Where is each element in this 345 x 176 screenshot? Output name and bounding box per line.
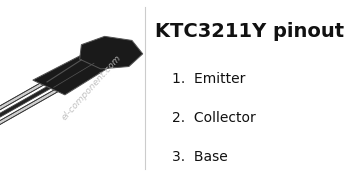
Polygon shape [0,92,58,144]
Text: 3.  Base: 3. Base [172,150,228,164]
Text: 1.  Emitter: 1. Emitter [172,72,246,86]
Polygon shape [33,55,109,95]
Polygon shape [0,87,51,141]
Polygon shape [0,83,40,136]
Polygon shape [0,90,55,142]
Text: el-component.com: el-component.com [60,54,123,122]
Text: KTC3211Y pinout: KTC3211Y pinout [155,22,344,41]
Polygon shape [0,85,44,138]
Polygon shape [0,83,43,137]
Text: 2.  Collector: 2. Collector [172,111,256,125]
Polygon shape [0,90,58,144]
Polygon shape [80,36,143,69]
